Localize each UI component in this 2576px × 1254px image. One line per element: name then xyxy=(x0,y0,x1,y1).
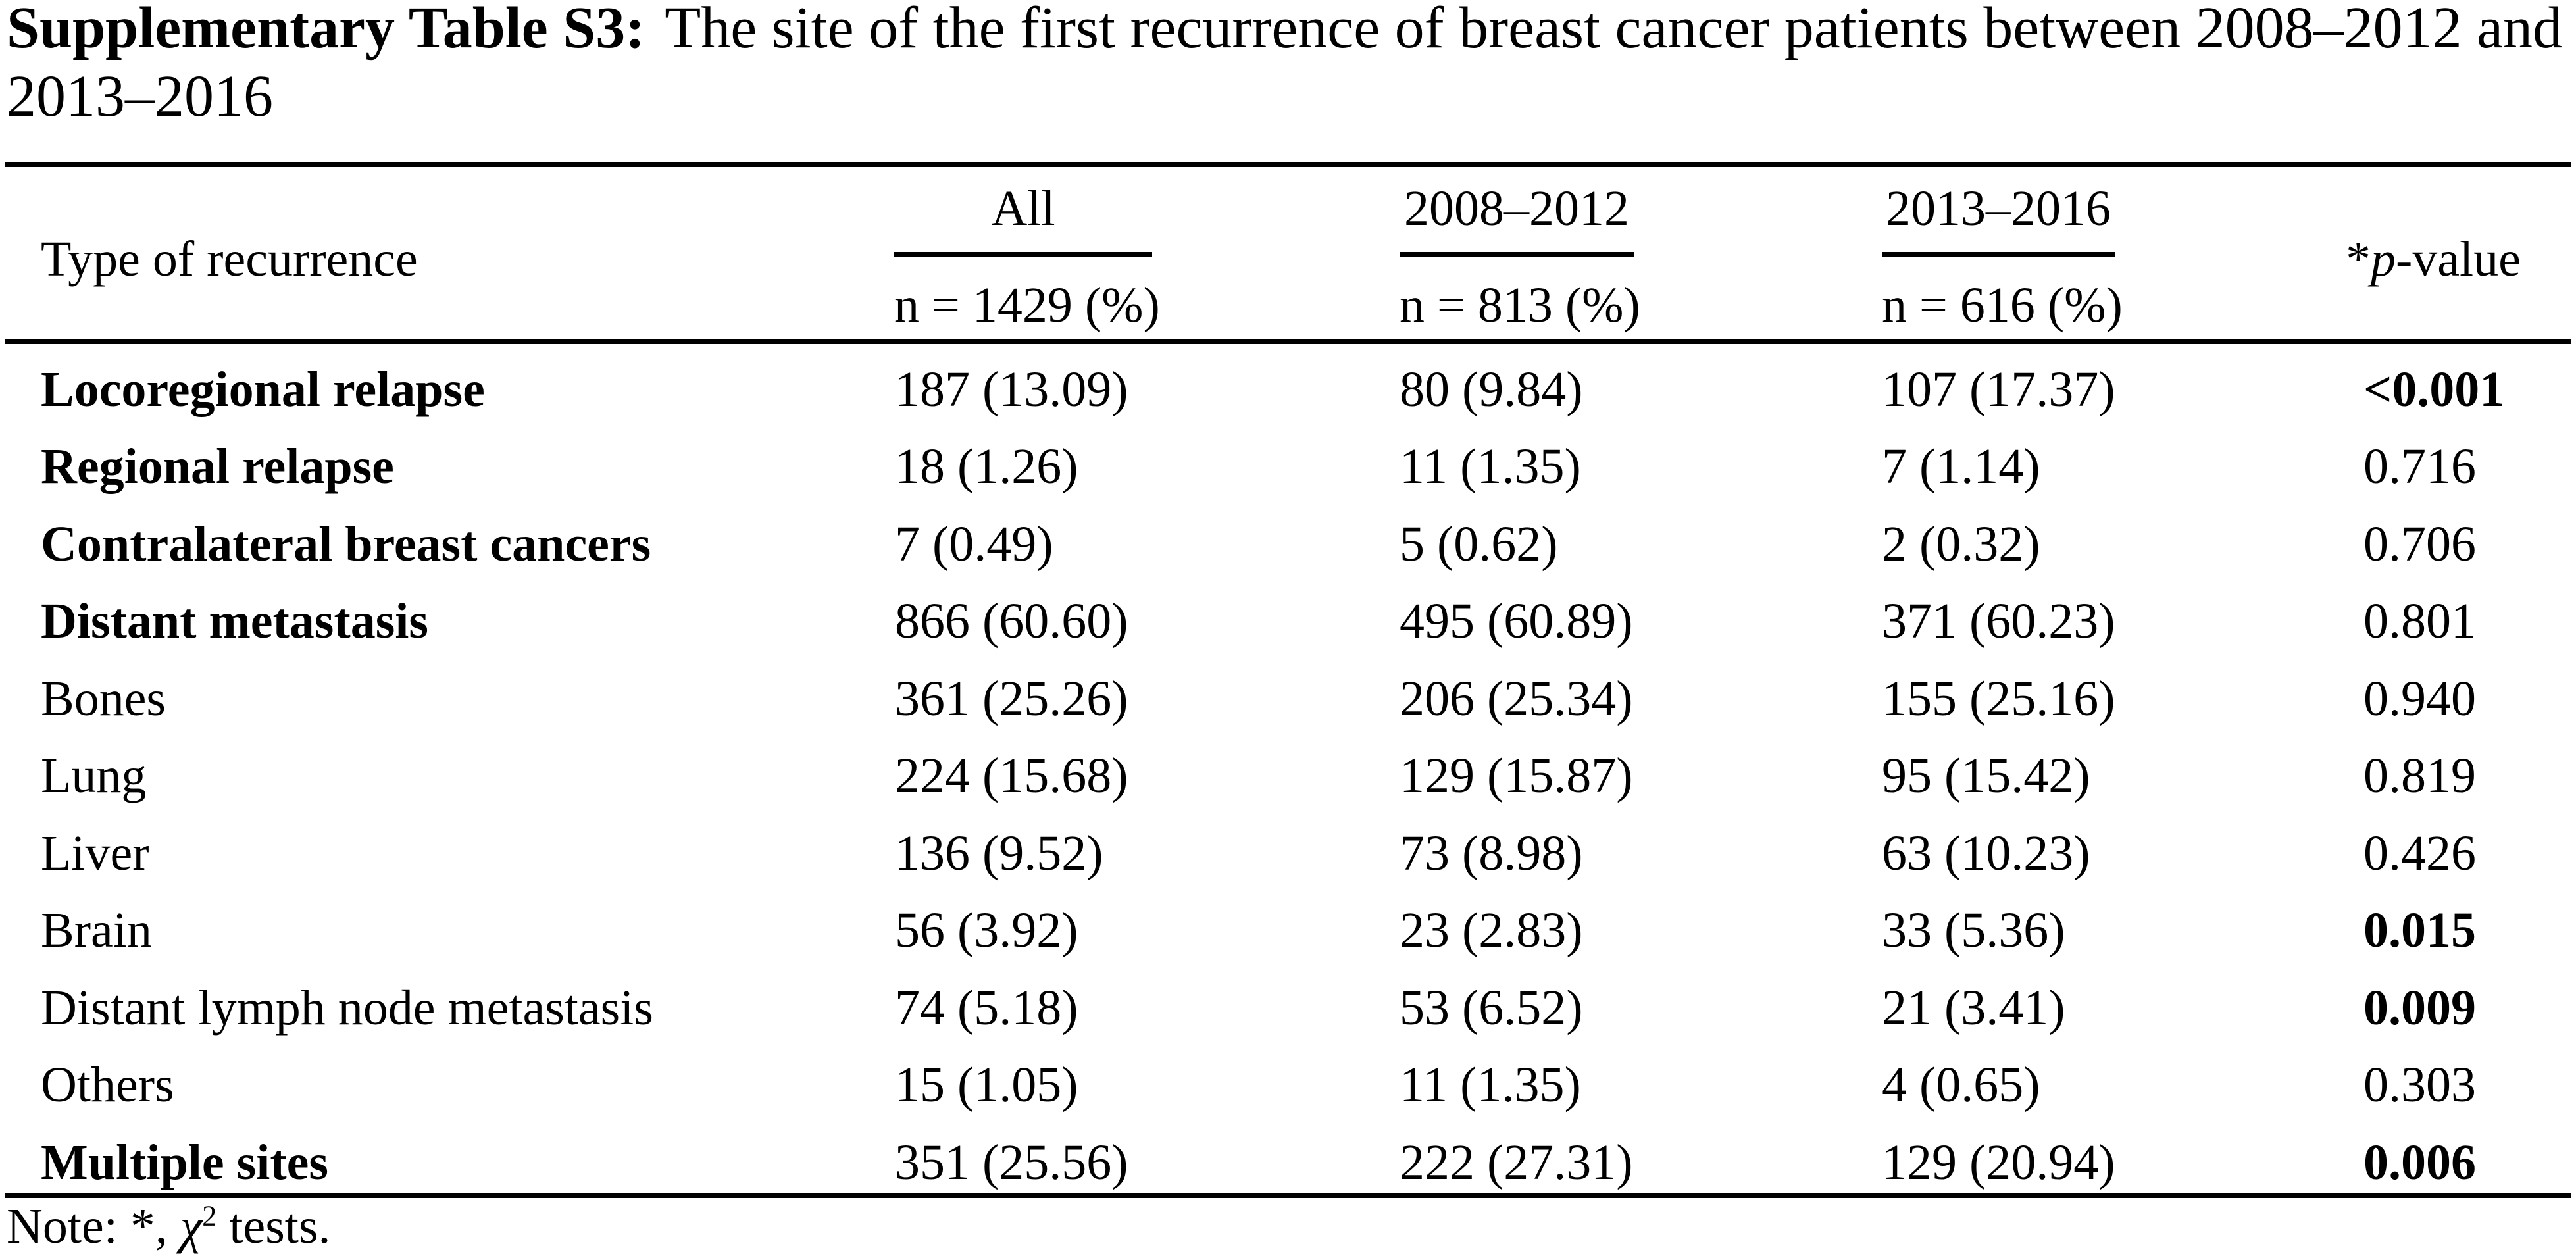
chi-squared-exponent: 2 xyxy=(202,1199,217,1232)
row-label: Distant lymph node metastasis xyxy=(41,980,653,1036)
footnote-suffix: tests. xyxy=(216,1199,331,1254)
col-subheader-2008-2012-n: n = 813 (%) xyxy=(1400,278,1640,333)
row-header: Type of recurrence xyxy=(41,232,418,287)
table-row: Contralateral breast cancers 7 (0.49) 5 … xyxy=(0,519,2576,578)
col-subheader-2013-2016-n: n = 616 (%) xyxy=(1882,278,2123,333)
cell-all: 361 (25.26) xyxy=(895,671,1128,726)
cell-2008-2012: 5 (0.62) xyxy=(1400,516,1558,572)
p-value-suffix: -value xyxy=(2396,232,2521,287)
cell-2013-2016: 107 (17.37) xyxy=(1882,362,2115,417)
row-label: Liver xyxy=(41,826,149,881)
table-row: Liver 136 (9.52) 73 (8.98) 63 (10.23) 0.… xyxy=(0,828,2576,888)
cell-p-value: 0.009 xyxy=(2363,980,2476,1036)
col-header-all: All xyxy=(991,181,1055,236)
table-bottom-rule xyxy=(5,1193,2571,1198)
row-label: Distant metastasis xyxy=(41,593,428,649)
cell-2013-2016: 95 (15.42) xyxy=(1882,748,2090,803)
table-row: Bones 361 (25.26) 206 (25.34) 155 (25.16… xyxy=(0,674,2576,733)
row-label: Bones xyxy=(41,671,166,726)
cell-2008-2012: 129 (15.87) xyxy=(1400,748,1633,803)
col-header-2008-2012: 2008–2012 xyxy=(1404,181,1629,236)
table-row: Distant metastasis 866 (60.60) 495 (60.8… xyxy=(0,596,2576,655)
cell-2008-2012: 11 (1.35) xyxy=(1400,439,1581,494)
table-title: Supplementary Table S3: The site of the f… xyxy=(7,0,2562,131)
cell-all: 187 (13.09) xyxy=(895,362,1128,417)
table-row: Multiple sites 351 (25.56) 222 (27.31) 1… xyxy=(0,1138,2576,1197)
table-row: Others 15 (1.05) 11 (1.35) 4 (0.65) 0.30… xyxy=(0,1060,2576,1119)
row-label: Contralateral breast cancers xyxy=(41,516,651,572)
cell-p-value: 0.303 xyxy=(2363,1057,2476,1113)
cell-p-value: 0.426 xyxy=(2363,826,2476,881)
cell-2008-2012: 80 (9.84) xyxy=(1400,362,1583,417)
cell-all: 351 (25.56) xyxy=(895,1135,1128,1190)
table-footnote: Note: *, χ2 tests. xyxy=(7,1201,330,1251)
cell-2013-2016: 21 (3.41) xyxy=(1882,980,2065,1036)
table-row: Brain 56 (3.92) 23 (2.83) 33 (5.36) 0.01… xyxy=(0,905,2576,965)
footnote-prefix: Note: *, xyxy=(7,1199,180,1254)
cell-2013-2016: 4 (0.65) xyxy=(1882,1057,2040,1113)
cell-2013-2016: 63 (10.23) xyxy=(1882,826,2090,881)
table-row: Locoregional relapse 187 (13.09) 80 (9.8… xyxy=(0,364,2576,424)
row-label: Others xyxy=(41,1057,174,1113)
cell-p-value: 0.940 xyxy=(2363,671,2476,726)
cell-all: 18 (1.26) xyxy=(895,439,1078,494)
all-column-underline xyxy=(894,252,1152,257)
cell-all: 224 (15.68) xyxy=(895,748,1128,803)
row-label: Brain xyxy=(41,903,152,958)
cell-2013-2016: 7 (1.14) xyxy=(1882,439,2040,494)
cell-p-value: 0.801 xyxy=(2363,593,2476,649)
cell-2008-2012: 206 (25.34) xyxy=(1400,671,1633,726)
cell-all: 15 (1.05) xyxy=(895,1057,1078,1113)
cell-all: 74 (5.18) xyxy=(895,980,1078,1036)
cell-2008-2012: 23 (2.83) xyxy=(1400,903,1583,958)
col-header-p-value: *p-value xyxy=(2346,234,2521,284)
cell-p-value: 0.819 xyxy=(2363,748,2476,803)
cell-p-value: 0.716 xyxy=(2363,439,2476,494)
cell-p-value: 0.015 xyxy=(2363,903,2476,958)
cell-p-value: 0.706 xyxy=(2363,516,2476,572)
cell-2008-2012: 73 (8.98) xyxy=(1400,826,1583,881)
cell-p-value: 0.006 xyxy=(2363,1135,2476,1190)
cell-2008-2012: 222 (27.31) xyxy=(1400,1135,1633,1190)
table-header-rule xyxy=(5,339,2571,344)
row-label: Multiple sites xyxy=(41,1135,328,1190)
cell-2013-2016: 155 (25.16) xyxy=(1882,671,2115,726)
cell-2013-2016: 33 (5.36) xyxy=(1882,903,2065,958)
table-title-text: The site of the first recurrence of brea… xyxy=(665,0,2563,61)
p-value-p: p xyxy=(2371,232,2396,287)
cell-2013-2016: 371 (60.23) xyxy=(1882,593,2115,649)
col-header-2013-2016: 2013–2016 xyxy=(1886,181,2111,236)
cell-all: 7 (0.49) xyxy=(895,516,1053,572)
p-value-asterisk: * xyxy=(2346,232,2371,287)
cell-all: 136 (9.52) xyxy=(895,826,1103,881)
row-label: Regional relapse xyxy=(41,439,394,494)
table-top-rule xyxy=(5,162,2571,167)
table-row: Lung 224 (15.68) 129 (15.87) 95 (15.42) … xyxy=(0,751,2576,810)
cell-2008-2012: 53 (6.52) xyxy=(1400,980,1583,1036)
row-label: Locoregional relapse xyxy=(41,362,485,417)
row-label: Lung xyxy=(41,748,147,803)
cell-2008-2012: 11 (1.35) xyxy=(1400,1057,1581,1113)
table-title-label: Supplementary Table S3: xyxy=(7,0,645,61)
cell-all: 56 (3.92) xyxy=(895,903,1078,958)
table-title-line2: 2013–2016 xyxy=(7,64,273,129)
table-row: Regional relapse 18 (1.26) 11 (1.35) 7 (… xyxy=(0,441,2576,501)
col-2013-2016-underline xyxy=(1882,252,2115,257)
cell-p-value: <0.001 xyxy=(2363,362,2505,417)
cell-all: 866 (60.60) xyxy=(895,593,1128,649)
table-row: Distant lymph node metastasis 74 (5.18) … xyxy=(0,983,2576,1042)
cell-2013-2016: 129 (20.94) xyxy=(1882,1135,2115,1190)
table-title-line1: Supplementary Table S3: The site of the f… xyxy=(7,0,2562,63)
cell-2013-2016: 2 (0.32) xyxy=(1882,516,2040,572)
col-2008-2012-underline xyxy=(1400,252,1634,257)
chi-symbol: χ xyxy=(180,1199,203,1254)
cell-2008-2012: 495 (60.89) xyxy=(1400,593,1633,649)
col-subheader-all-n: n = 1429 (%) xyxy=(894,278,1160,333)
